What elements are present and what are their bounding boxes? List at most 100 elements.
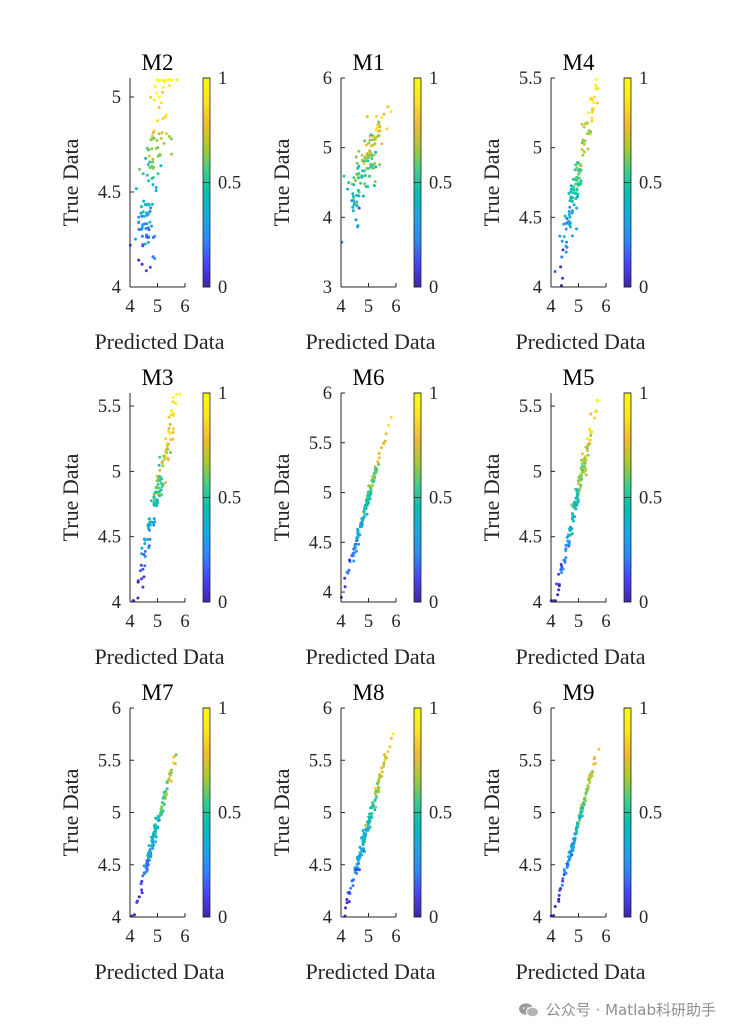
- scatter-point: [146, 537, 150, 541]
- scatter-point: [374, 165, 378, 169]
- y-tick-label: 4.5: [519, 856, 542, 876]
- scatter-point: [575, 178, 579, 182]
- scatter-point: [145, 213, 149, 217]
- scatter-point: [140, 577, 143, 581]
- scatter-point: [360, 853, 364, 857]
- scatter-point: [150, 844, 154, 848]
- scatter-point: [362, 849, 366, 853]
- scatter-point: [148, 517, 152, 521]
- scatter-point: [385, 127, 389, 131]
- colorbar-tick-label: 0: [429, 908, 438, 928]
- scatter-point: [157, 490, 161, 494]
- scatter-point: [166, 78, 170, 82]
- scatter-point: [151, 183, 155, 187]
- scatter-point: [371, 166, 375, 170]
- scatter-point: [369, 806, 373, 810]
- scatter-point: [566, 533, 570, 537]
- scatter-point: [142, 214, 146, 218]
- scatter-point: [373, 136, 377, 140]
- scatter-point: [391, 732, 395, 736]
- scatter-point: [586, 785, 590, 788]
- scatter-point: [583, 465, 586, 469]
- scatter-points: [549, 747, 601, 918]
- scatter-point: [358, 845, 362, 849]
- scatter-point: [574, 507, 578, 511]
- scatter-point: [353, 870, 357, 874]
- scatter-point: [354, 549, 358, 553]
- scatter-point: [149, 206, 153, 210]
- scatter-point: [155, 139, 159, 143]
- scatter-point: [369, 151, 373, 155]
- scatter-point: [586, 444, 590, 447]
- x-tick-label: 5: [153, 297, 162, 317]
- scatter-point: [371, 803, 375, 807]
- scatter-point: [570, 234, 574, 238]
- x-tick-label: 6: [601, 297, 610, 317]
- colorbar-tick-label: 1: [429, 699, 438, 719]
- scatter-points: [549, 398, 600, 603]
- scatter-point: [143, 542, 147, 546]
- scatter-point: [574, 496, 578, 500]
- scatter-point: [160, 805, 164, 809]
- scatter-point: [557, 584, 561, 588]
- scatter-point: [582, 150, 586, 154]
- x-tick-label: 4: [336, 927, 345, 947]
- scatter-point: [555, 582, 559, 586]
- scatter-point: [178, 392, 182, 396]
- x-tick-label: 4: [546, 612, 555, 632]
- scatter-point: [386, 750, 390, 754]
- scatter-point: [575, 488, 579, 492]
- scatter-point: [343, 585, 347, 589]
- scatter-point: [139, 563, 143, 567]
- y-tick-label: 5: [533, 139, 542, 159]
- scatter-point: [590, 430, 594, 434]
- scatter-point: [148, 160, 152, 164]
- scatter-point: [583, 796, 587, 800]
- scatter-point: [164, 132, 168, 136]
- scatter-point: [154, 840, 157, 844]
- scatter-point: [174, 401, 178, 405]
- scatter-point: [362, 169, 366, 173]
- scatter-point: [364, 823, 368, 827]
- scatter-point: [135, 900, 139, 904]
- scatter-point: [369, 144, 373, 148]
- scatter-point: [161, 85, 165, 89]
- scatter-point: [580, 141, 584, 145]
- scatter-point: [160, 78, 164, 82]
- y-tick-label: 5.5: [309, 434, 332, 454]
- y-tick-label: 4.5: [98, 183, 121, 203]
- scatter-point: [355, 204, 359, 208]
- scatter-point: [557, 897, 561, 901]
- scatter-point: [557, 899, 561, 903]
- scatter-point: [567, 210, 571, 213]
- scatter-point: [377, 777, 381, 781]
- scatter-point: [567, 540, 571, 544]
- scatter-point: [581, 153, 585, 157]
- scatter-point: [160, 481, 163, 485]
- scatter-point: [574, 828, 578, 832]
- scatter-point: [591, 106, 595, 110]
- colorbar-tick-label: 0.5: [429, 489, 452, 509]
- colorbar-tick-label: 0: [429, 593, 438, 613]
- colorbar-tick-label: 1: [429, 69, 438, 89]
- scatter-points: [130, 753, 178, 918]
- y-tick-label: 4: [533, 593, 542, 613]
- scatter-point: [363, 139, 367, 143]
- scatter-point: [561, 877, 565, 881]
- scatter-point: [369, 164, 373, 168]
- scatter-point: [134, 187, 138, 191]
- scatter-point: [356, 857, 360, 861]
- colorbar-tick-label: 0.5: [639, 489, 662, 509]
- scatter-point: [142, 537, 146, 541]
- scatter-point: [384, 432, 388, 436]
- x-tick-label: 4: [336, 612, 345, 632]
- scatter-point: [373, 180, 377, 184]
- scatter-point: [565, 240, 568, 244]
- x-axis-label: Predicted Data: [94, 329, 224, 354]
- scatter-point: [373, 808, 377, 812]
- y-axis-label: True Data: [479, 453, 504, 541]
- scatter-point: [164, 115, 168, 119]
- scatter-point: [360, 153, 364, 157]
- scatter-point: [147, 179, 151, 183]
